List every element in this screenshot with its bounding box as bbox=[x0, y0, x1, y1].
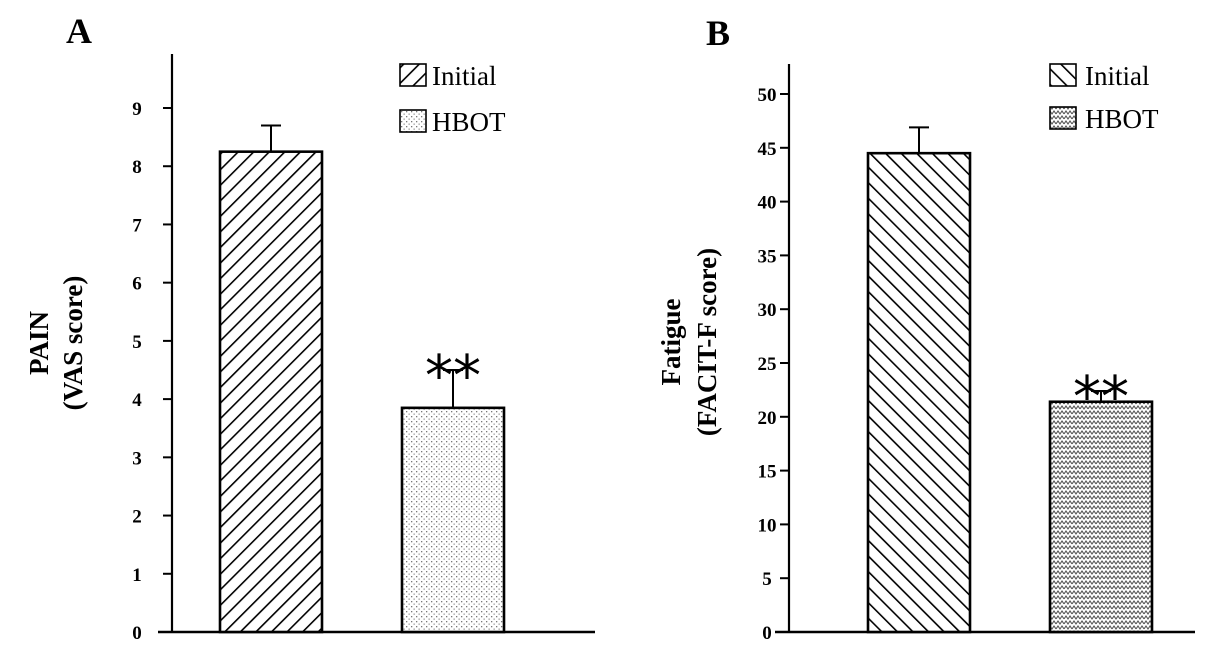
y-tick-label: 6 bbox=[132, 274, 142, 295]
panel-b-y-axis-title-line1: Fatigue bbox=[656, 298, 686, 385]
y-tick-label: 35 bbox=[758, 246, 777, 267]
panel-a-axes: 0 1 2 3 4 5 6 7 8 9 bbox=[132, 54, 595, 644]
legend-swatch-initial bbox=[1049, 63, 1077, 87]
y-tick-label: 30 bbox=[758, 300, 777, 321]
panel-b-letter: B bbox=[706, 13, 730, 53]
y-tick-label: 15 bbox=[758, 462, 777, 483]
y-tick-label: 40 bbox=[758, 193, 777, 214]
y-tick-label: 4 bbox=[132, 390, 142, 411]
y-tick-label: 5 bbox=[762, 569, 772, 590]
legend-label-hbot: HBOT bbox=[432, 107, 506, 137]
significance-marker: ** bbox=[425, 344, 481, 409]
y-tick-label: 7 bbox=[132, 215, 142, 236]
bar-initial bbox=[866, 151, 972, 634]
panel-b-legend: Initial HBOT bbox=[1049, 61, 1159, 134]
panel-a-y-axis-title-line1: PAIN bbox=[24, 311, 54, 375]
y-tick-label: 45 bbox=[758, 139, 777, 160]
bar-hbot bbox=[1048, 400, 1154, 634]
legend-label-initial: Initial bbox=[432, 61, 496, 91]
panel-a-letter: A bbox=[66, 11, 92, 51]
y-tick-label: 50 bbox=[758, 85, 777, 106]
significance-marker: ** bbox=[1073, 365, 1129, 430]
panel-b-y-axis-title: Fatigue (FACIT-F score) bbox=[656, 248, 722, 436]
y-tick-label: 20 bbox=[758, 408, 777, 429]
panel-b-bars: ** bbox=[866, 126, 1154, 634]
y-tick-label: 1 bbox=[132, 565, 142, 586]
bar-initial bbox=[218, 150, 324, 634]
legend-swatch-initial bbox=[399, 63, 427, 87]
legend-swatch-hbot bbox=[399, 109, 427, 133]
legend-label-initial: Initial bbox=[1085, 61, 1149, 91]
panel-a-legend: Initial HBOT bbox=[399, 61, 506, 137]
y-tick-label: 2 bbox=[132, 507, 142, 528]
y-tick-label: 25 bbox=[758, 354, 777, 375]
y-tick-label: 3 bbox=[132, 448, 142, 469]
panel-a-y-axis-title: PAIN (VAS score) bbox=[24, 276, 88, 411]
y-tick-label: 0 bbox=[762, 623, 772, 644]
y-tick-label: 8 bbox=[132, 157, 142, 178]
bar-hbot bbox=[400, 406, 506, 634]
y-tick-label: 9 bbox=[132, 99, 142, 120]
panel-b-y-axis-title-line2: (FACIT-F score) bbox=[692, 248, 722, 436]
panel-b-axes: 0 5 10 15 20 25 30 35 40 45 50 bbox=[758, 64, 1195, 644]
legend-swatch-hbot bbox=[1049, 106, 1077, 130]
panel-a-bars: ** bbox=[218, 124, 506, 634]
panel-a: A PAIN (VAS score) 0 1 2 3 4 5 6 7 8 9 ** Initial… bbox=[24, 11, 595, 644]
panel-a-y-axis-title-line2: (VAS score) bbox=[58, 276, 88, 411]
panel-b: B Fatigue (FACIT-F score) 0 5 10 15 20 25 30 35… bbox=[656, 13, 1195, 644]
legend-label-hbot: HBOT bbox=[1085, 104, 1159, 134]
y-tick-label: 5 bbox=[132, 332, 142, 353]
y-tick-label: 0 bbox=[132, 623, 142, 644]
y-tick-label: 10 bbox=[758, 515, 777, 536]
